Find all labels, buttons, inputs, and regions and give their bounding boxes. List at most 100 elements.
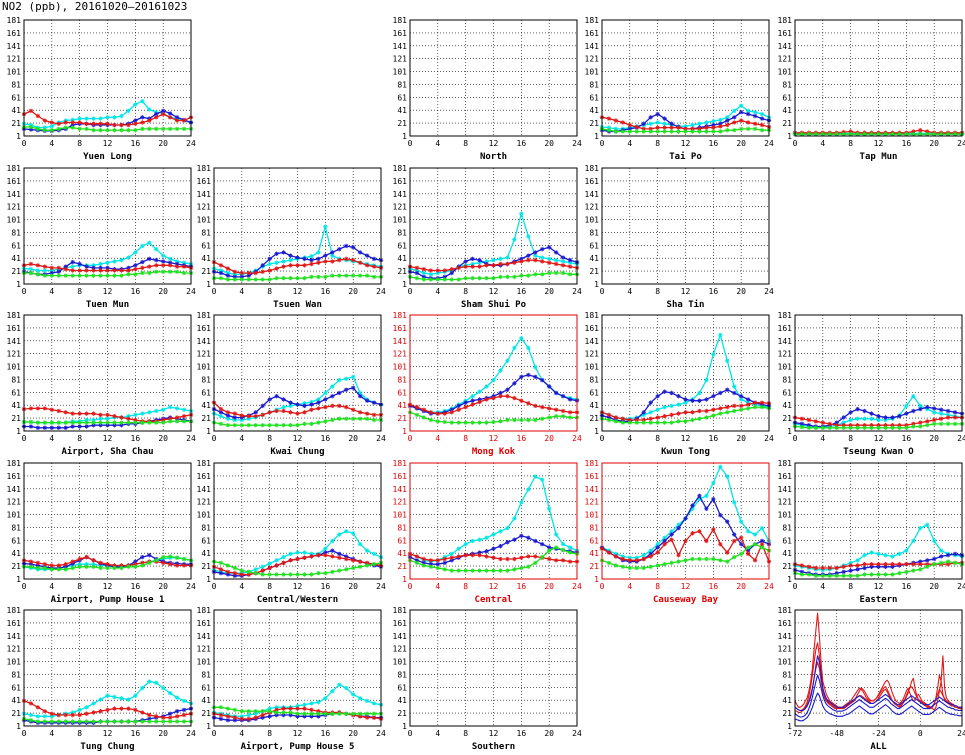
data-point bbox=[752, 113, 758, 119]
data-point bbox=[540, 259, 545, 264]
data-point bbox=[918, 525, 923, 531]
x-tick-label: 4 bbox=[49, 729, 54, 738]
data-point bbox=[119, 273, 124, 278]
x-tick-label: 24 bbox=[186, 729, 196, 738]
y-tick-label: 41 bbox=[11, 549, 21, 558]
y-tick-label: 61 bbox=[782, 93, 792, 102]
data-point bbox=[456, 403, 461, 409]
data-point bbox=[316, 552, 321, 558]
y-tick-label: 181 bbox=[585, 459, 600, 468]
data-point bbox=[477, 552, 482, 558]
x-tick-label: 8 bbox=[77, 729, 82, 738]
data-point bbox=[648, 115, 653, 120]
y-tick-label: 61 bbox=[397, 683, 407, 692]
x-tick-label: 8 bbox=[267, 434, 272, 443]
station-label: Tsuen Wan bbox=[273, 300, 322, 310]
x-tick-label: 12 bbox=[293, 434, 303, 443]
data-point bbox=[267, 256, 272, 262]
data-point bbox=[533, 474, 538, 479]
data-point bbox=[253, 715, 258, 720]
data-point bbox=[498, 556, 503, 562]
data-point bbox=[738, 109, 744, 115]
y-tick-label: 161 bbox=[393, 472, 408, 481]
x-tick-label: 24 bbox=[764, 582, 774, 591]
data-point bbox=[267, 261, 272, 267]
data-point bbox=[119, 113, 124, 119]
data-point bbox=[526, 401, 531, 406]
data-point bbox=[253, 571, 258, 576]
y-tick-label: 21 bbox=[589, 414, 599, 423]
x-tick-label: 20 bbox=[544, 434, 554, 443]
data-point bbox=[869, 416, 874, 421]
data-point bbox=[330, 259, 335, 264]
x-tick-label: 4 bbox=[627, 434, 632, 443]
data-point bbox=[533, 253, 538, 258]
data-point bbox=[820, 565, 826, 571]
x-tick-label: 16 bbox=[131, 434, 141, 443]
data-point bbox=[232, 423, 238, 428]
data-point bbox=[267, 423, 272, 428]
data-point bbox=[126, 128, 131, 133]
data-point bbox=[344, 376, 349, 381]
data-point bbox=[35, 425, 41, 430]
station-label: Central bbox=[475, 595, 513, 605]
data-point bbox=[42, 406, 48, 411]
data-point bbox=[77, 273, 82, 278]
data-point bbox=[855, 563, 860, 568]
data-point bbox=[371, 715, 377, 720]
data-point bbox=[84, 711, 89, 716]
data-point bbox=[505, 255, 510, 260]
data-point bbox=[246, 270, 251, 276]
station-label: Kwai Chung bbox=[270, 446, 324, 457]
data-point bbox=[147, 240, 152, 245]
y-tick-label: 101 bbox=[778, 363, 793, 372]
data-point bbox=[126, 719, 131, 724]
data-point bbox=[364, 715, 370, 720]
data-point bbox=[344, 243, 349, 249]
data-point bbox=[725, 550, 730, 555]
data-point bbox=[147, 712, 152, 718]
data-point bbox=[498, 256, 503, 262]
data-point bbox=[533, 374, 538, 380]
data-point bbox=[676, 411, 681, 416]
data-point bbox=[119, 565, 124, 571]
data-point bbox=[84, 116, 89, 121]
y-tick-label: 181 bbox=[778, 311, 793, 320]
data-point bbox=[540, 255, 545, 260]
y-tick-label: 161 bbox=[393, 29, 408, 38]
data-point bbox=[421, 563, 427, 568]
data-point bbox=[309, 554, 314, 559]
data-point bbox=[323, 404, 328, 410]
x-tick-label: 8 bbox=[267, 582, 272, 591]
data-point bbox=[725, 387, 730, 392]
data-point bbox=[239, 413, 245, 418]
data-point bbox=[302, 572, 307, 577]
plot-frame bbox=[409, 167, 578, 285]
data-point bbox=[281, 710, 286, 715]
data-point bbox=[84, 719, 89, 724]
data-point bbox=[49, 563, 55, 568]
data-point bbox=[711, 413, 716, 418]
data-point bbox=[42, 565, 48, 571]
data-point bbox=[246, 413, 251, 419]
data-point bbox=[119, 719, 124, 724]
data-point bbox=[337, 273, 342, 278]
y-tick-label: 21 bbox=[397, 709, 407, 718]
data-point bbox=[181, 270, 187, 276]
data-point bbox=[606, 417, 612, 423]
data-point bbox=[160, 263, 166, 268]
data-point bbox=[77, 420, 82, 425]
y-tick-label: 141 bbox=[197, 190, 212, 199]
y-tick-label: 61 bbox=[397, 93, 407, 102]
data-point bbox=[174, 126, 180, 132]
data-point bbox=[560, 413, 566, 419]
y-tick-label: 81 bbox=[11, 523, 21, 532]
y-tick-label: 81 bbox=[397, 670, 407, 679]
data-point bbox=[288, 572, 293, 577]
x-tick-label: 8 bbox=[655, 139, 660, 148]
data-point bbox=[813, 573, 819, 578]
data-point bbox=[154, 420, 159, 425]
data-point bbox=[181, 719, 187, 724]
